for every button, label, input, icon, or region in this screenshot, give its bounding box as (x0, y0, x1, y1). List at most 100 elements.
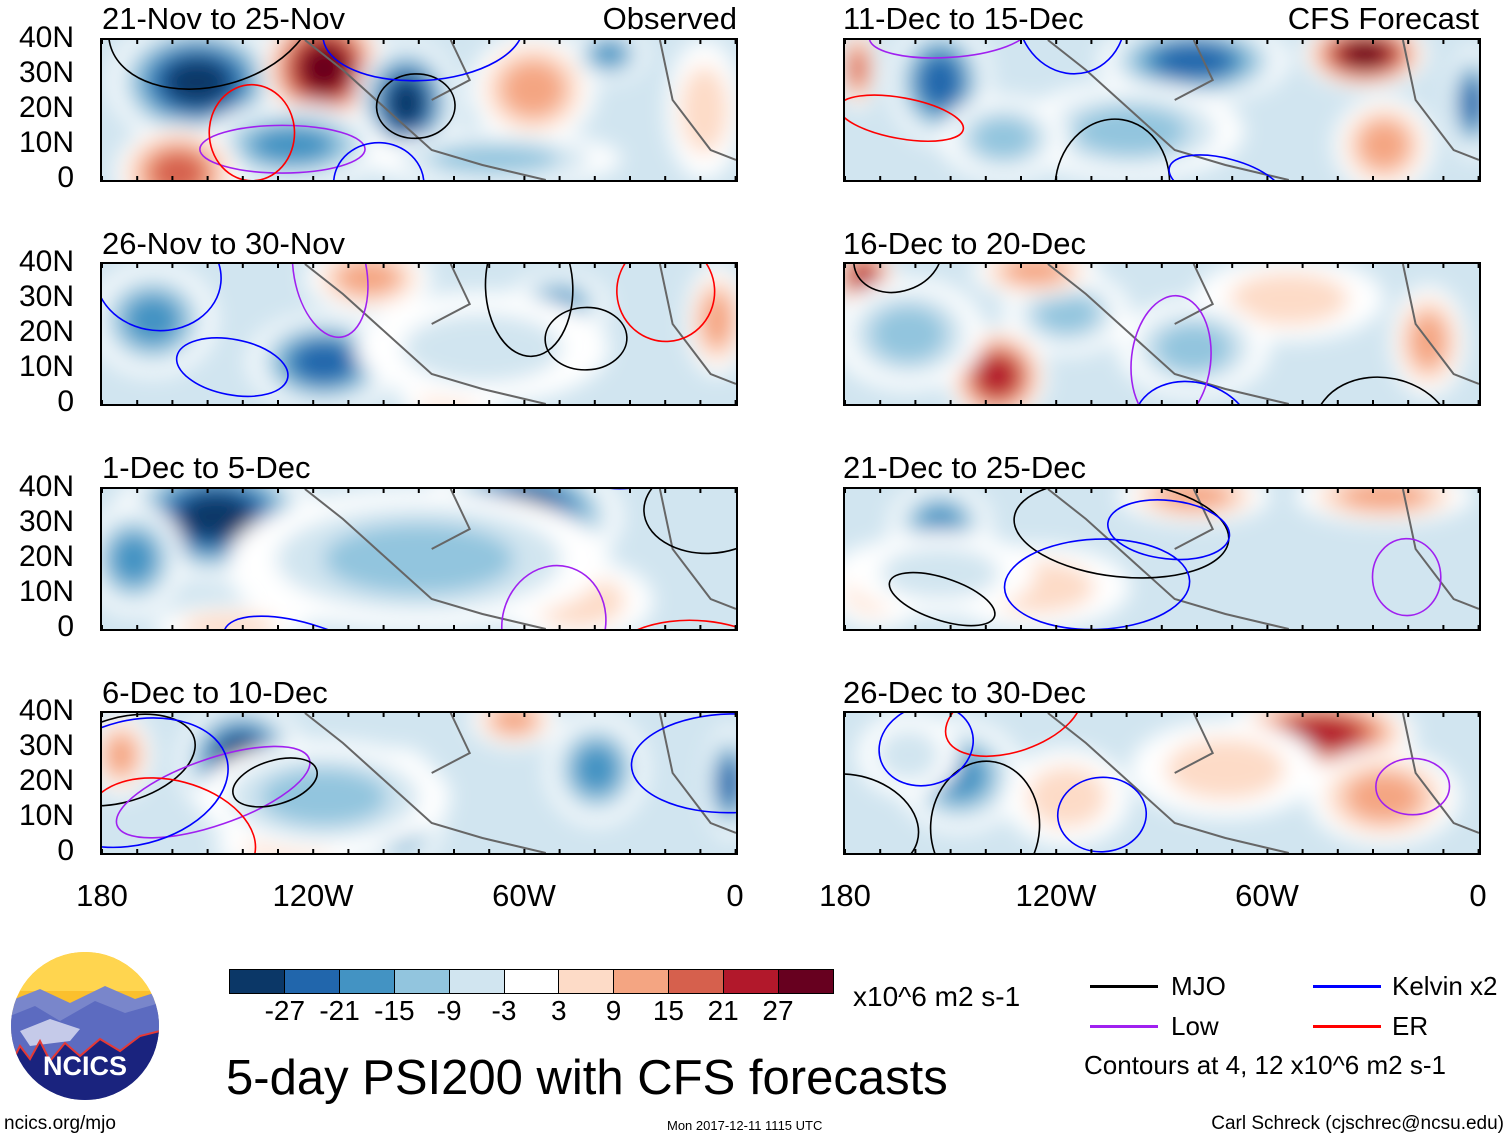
legend-label-kelvin: Kelvin x2 (1392, 971, 1498, 1001)
panel-title: 1-Dec to 5-Dec (102, 450, 311, 485)
anomaly-shading (111, 534, 156, 584)
colorbar-swatch (558, 970, 614, 993)
panel-title: 26-Dec to 30-Dec (843, 675, 1086, 710)
colorbar-units: x10^6 m2 s-1 (853, 981, 1021, 1012)
contour-line (107, 40, 316, 90)
colorbar-swatch (230, 970, 284, 993)
colorbar (229, 969, 834, 994)
colorbar-label: 3 (551, 995, 567, 1026)
anomaly-shading (1229, 272, 1349, 326)
contour-line (853, 264, 943, 294)
y-tick-label: 10N (18, 575, 74, 608)
contour-line (222, 615, 395, 629)
map-panel (100, 711, 738, 855)
anomaly-shading (387, 79, 426, 127)
colorbar-swatch (393, 970, 449, 993)
anomaly-shading (491, 713, 537, 734)
contour-line (500, 564, 607, 629)
panel-title: 11-Dec to 15-Dec (843, 1, 1084, 36)
colorbar-label: -21 (319, 995, 360, 1026)
anomaly-shading (403, 313, 562, 383)
colorbar-swatch (613, 970, 669, 993)
colorbar-label: -27 (264, 995, 306, 1026)
map-panel (843, 38, 1481, 182)
colorbar-swatch (283, 970, 339, 993)
legend-swatch-mjo (1090, 985, 1158, 988)
anomaly-shading (431, 145, 559, 173)
anomaly-shading (876, 728, 941, 782)
y-tick-label: 0 (57, 610, 74, 643)
anomaly-shading (1358, 120, 1410, 170)
colorbar-label: 15 (652, 995, 684, 1026)
anomaly-shading (1462, 80, 1479, 126)
anomaly-shading (701, 292, 733, 348)
contour-line (868, 40, 1030, 59)
x-tick-label: 60W (492, 878, 556, 913)
contour-line (102, 717, 229, 849)
contour-line (208, 83, 296, 180)
contour-line (1168, 154, 1284, 180)
panel-title: 6-Dec to 10-Dec (102, 675, 328, 710)
y-tick-label: 20N (18, 764, 74, 797)
colorbar-swatch (668, 970, 724, 993)
y-tick-label: 30N (18, 729, 74, 762)
anomaly-shading (1155, 323, 1232, 373)
contour-line (1056, 776, 1148, 853)
footer-author: Carl Schreck (cjschrec@ncsu.edu) (1211, 1113, 1504, 1134)
anomaly-shading (1341, 40, 1389, 68)
y-tick-label: 10N (18, 350, 74, 383)
y-tick-label: 10N (18, 126, 74, 159)
coastline (304, 264, 736, 404)
anomaly-shading (1027, 766, 1107, 828)
ncics-logo: NCICS (10, 951, 160, 1101)
contour-line (1371, 537, 1442, 617)
contour-line (115, 745, 311, 839)
panel-title: 21-Dec to 25-Dec (843, 450, 1086, 485)
contour-line (1375, 757, 1451, 816)
legend-swatch-low (1090, 1025, 1158, 1028)
anomaly-shading (592, 41, 626, 67)
map-panel (100, 487, 738, 631)
contour-line (1130, 294, 1212, 404)
contour-line (102, 264, 222, 332)
anomaly-shading (163, 58, 231, 106)
anomaly-shading (971, 117, 1036, 159)
panel-tag-forecast: CFS Forecast (1287, 1, 1479, 36)
colorbar-swatch (338, 970, 394, 993)
y-tick-label: 10N (18, 799, 74, 832)
y-tick-label: 30N (18, 280, 74, 313)
anomaly-shading (150, 151, 206, 180)
y-tick-label: 0 (57, 385, 74, 418)
coastline (1047, 264, 1479, 404)
contour-line (1016, 40, 1127, 75)
anomaly-shading (300, 44, 348, 92)
anomaly-shading (680, 66, 729, 154)
legend-label-er: ER (1392, 1011, 1429, 1041)
coastline (304, 40, 736, 180)
anomaly-shading (1035, 292, 1099, 334)
anomaly-shading (124, 295, 181, 345)
y-tick-label: 30N (18, 56, 74, 89)
contours-note: Contours at 4, 12 x10^6 m2 s-1 (1084, 1050, 1446, 1080)
map-panel (100, 262, 738, 406)
footer-url[interactable]: ncics.org/mjo (4, 1113, 116, 1134)
y-tick-label: 20N (18, 540, 74, 573)
y-tick-label: 40N (18, 245, 74, 278)
contour-line (232, 757, 318, 808)
anomaly-shading (178, 493, 255, 541)
contour-line (322, 40, 525, 82)
colorbar-swatch (448, 970, 504, 993)
contour-line (199, 124, 366, 174)
anomaly-shading (870, 306, 947, 362)
panel-title: 16-Dec to 20-Dec (843, 226, 1086, 261)
colorbar-swatch (778, 970, 833, 993)
coastline (1047, 713, 1479, 853)
contour-line (102, 777, 257, 853)
contour-line (484, 264, 574, 358)
contour-line (1003, 538, 1191, 629)
map-panel (843, 262, 1481, 406)
anomaly-shading (250, 126, 334, 164)
y-tick-label: 0 (57, 161, 74, 194)
x-tick-label: 180 (819, 878, 871, 913)
colorbar-label: 21 (707, 995, 739, 1026)
